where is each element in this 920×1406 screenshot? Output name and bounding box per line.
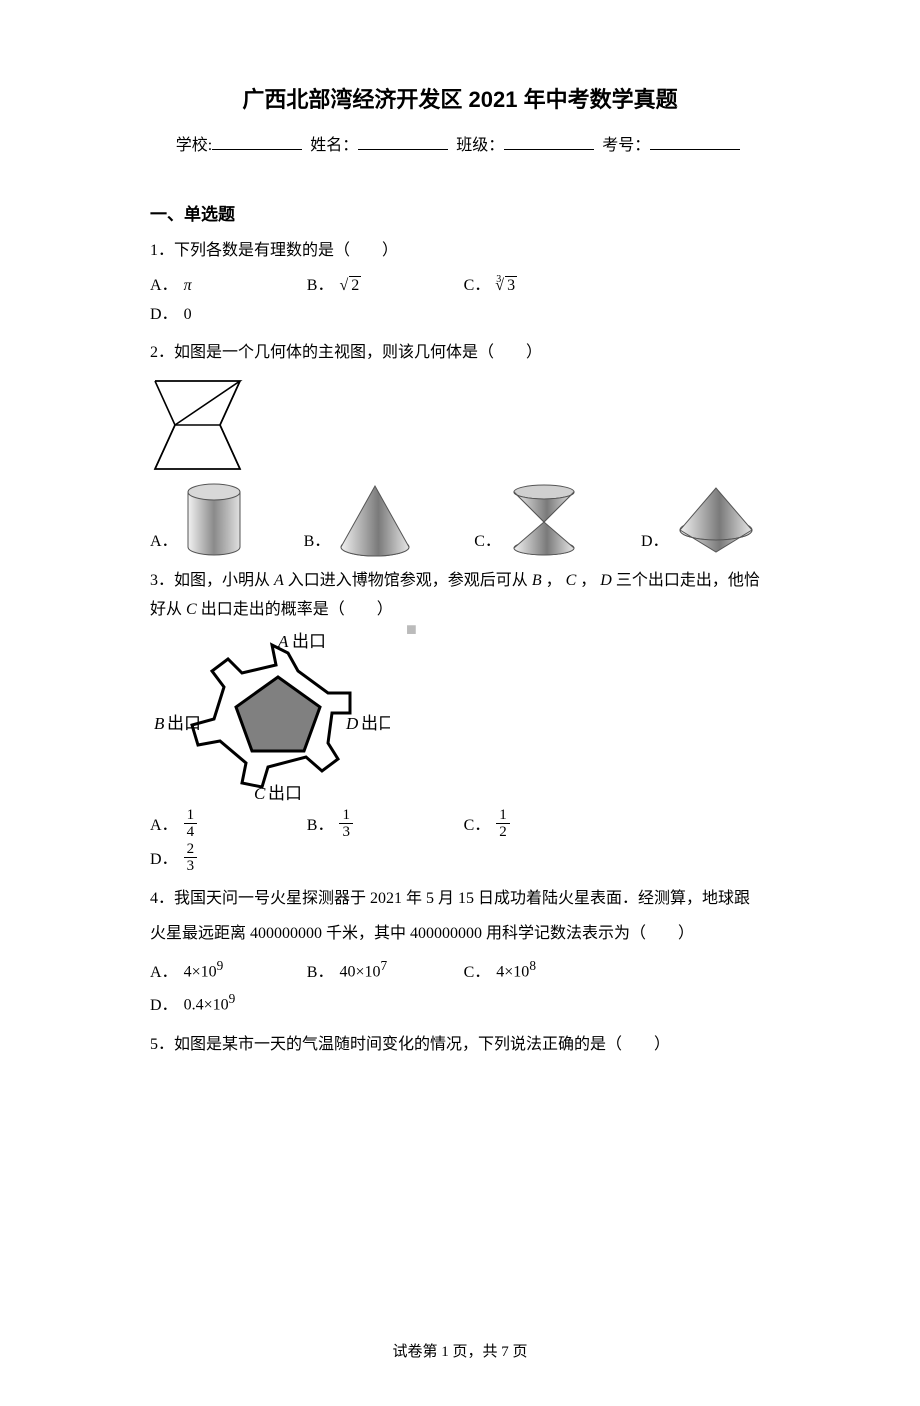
section-heading: 一、单选题: [150, 200, 770, 231]
sci-notation: 0.4×109: [184, 987, 236, 1020]
zero: 0: [184, 301, 192, 330]
q3-opt-c[interactable]: C． 12: [464, 807, 613, 841]
opt-label: A．: [150, 812, 178, 841]
text: 入口进入博物馆参观，参观后可从: [288, 572, 528, 589]
text: ，: [546, 572, 562, 589]
q3-options: A． 14 B． 13 C． 12 D． 23: [150, 807, 770, 875]
svg-text:B: B: [154, 714, 165, 733]
text: 3．如图，小明从: [150, 572, 270, 589]
page-footer: 试卷第 1 页，共 7 页: [150, 1339, 770, 1366]
q2-opt-d-label[interactable]: D．: [641, 528, 669, 557]
q4-stem-b: 火星最远距离 400000000 千米，其中 400000000 用科学记数法表…: [150, 920, 770, 949]
text: ，: [580, 572, 596, 589]
var-d: D: [600, 572, 612, 589]
cone-icon: [336, 482, 414, 557]
sci-notation: 4×109: [184, 954, 224, 987]
fraction-icon: 12: [496, 807, 510, 841]
name-blank[interactable]: [358, 133, 448, 150]
svg-text:C: C: [254, 784, 266, 801]
school-label: 学校:: [176, 137, 212, 154]
museum-map-icon: A 出口 B 出口 D 出口 C 出口: [150, 631, 390, 801]
q3-opt-a[interactable]: A． 14: [150, 807, 299, 841]
var-b: B: [532, 572, 542, 589]
text: 出口走出的概率是（ ）: [201, 601, 393, 618]
q2-opt-a-label[interactable]: A．: [150, 528, 178, 557]
cbrt-3: 3√3: [496, 272, 517, 301]
opt-label: D．: [150, 301, 178, 330]
sci-notation: 40×107: [339, 954, 387, 987]
sqrt-2: √2: [339, 272, 361, 301]
q4-opt-b[interactable]: B． 40×107: [307, 954, 456, 987]
opt-label: D．: [150, 846, 178, 875]
school-blank[interactable]: [212, 133, 302, 150]
var-c2: C: [186, 601, 197, 618]
fraction-icon: 13: [339, 807, 353, 841]
svg-text:A: A: [277, 632, 289, 651]
q2-opt-b-label[interactable]: B．: [304, 528, 331, 557]
q2-options: A． B． C． D．: [150, 482, 770, 557]
var-a: A: [274, 572, 284, 589]
q3-opt-d[interactable]: D． 23: [150, 841, 299, 875]
q4-opt-d[interactable]: D． 0.4×109: [150, 987, 299, 1020]
svg-text:出口: 出口: [361, 714, 390, 733]
text: 好从: [150, 601, 182, 618]
opt-label: D．: [150, 992, 178, 1021]
opt-label: A．: [150, 272, 178, 301]
cylinder-icon: [184, 482, 244, 557]
name-label: 姓名：: [310, 137, 358, 154]
q3-figure: A 出口 B 出口 D 出口 C 出口: [150, 631, 770, 801]
svg-text:D: D: [345, 714, 359, 733]
q3-stem: 3．如图，小明从 A 入口进入博物馆参观，参观后可从 B ， C ， D 三个出…: [150, 567, 770, 625]
q5-stem: 5．如图是某市一天的气温随时间变化的情况，下列说法正确的是（ ）: [150, 1031, 770, 1060]
class-label: 班级：: [456, 137, 504, 154]
examno-label: 考号：: [602, 137, 650, 154]
q1-stem: 1．下列各数是有理数的是（ ）: [150, 237, 770, 266]
opt-label: A．: [150, 959, 178, 988]
examno-blank[interactable]: [650, 133, 740, 150]
var-c: C: [566, 572, 577, 589]
q3-opt-b[interactable]: B． 13: [307, 807, 456, 841]
opt-label: B．: [307, 272, 334, 301]
svg-text:出口: 出口: [268, 784, 302, 801]
fraction-icon: 23: [184, 841, 198, 875]
q1-opt-c[interactable]: C． 3√3: [464, 272, 613, 301]
q4-opt-c[interactable]: C． 4×108: [464, 954, 613, 987]
q1-opt-a[interactable]: A． π: [150, 272, 299, 301]
q2-opt-c-label[interactable]: C．: [474, 528, 501, 557]
bicone-icon: [675, 482, 757, 557]
sci-notation: 4×108: [496, 954, 536, 987]
info-line: 学校: 姓名： 班级： 考号：: [150, 132, 770, 161]
opt-label: C．: [464, 272, 491, 301]
q1-opt-d[interactable]: D． 0: [150, 301, 299, 330]
pi-symbol: π: [184, 272, 192, 301]
q2-main-figure: [150, 376, 770, 474]
q2-stem: 2．如图是一个几何体的主视图，则该几何体是（ ）: [150, 339, 770, 368]
q1-options: A． π B． √2 C． 3√3 D． 0: [150, 272, 770, 330]
hourglass-3d-icon: [507, 482, 581, 557]
q4-options: A． 4×109 B． 40×107 C． 4×108 D． 0.4×109: [150, 954, 770, 1020]
opt-label: C．: [464, 959, 491, 988]
opt-label: C．: [464, 812, 491, 841]
opt-label: B．: [307, 812, 334, 841]
page-title: 广西北部湾经济开发区 2021 年中考数学真题: [150, 80, 770, 120]
opt-label: B．: [307, 959, 334, 988]
q1-opt-b[interactable]: B． √2: [307, 272, 456, 301]
svg-text:出口: 出口: [167, 714, 201, 733]
svg-text:出口: 出口: [292, 632, 326, 651]
hourglass-outline-icon: [150, 376, 245, 474]
q4-stem-a: 4．我国天问一号火星探测器于 2021 年 5 月 15 日成功着陆火星表面．经…: [150, 885, 770, 914]
q4-opt-a[interactable]: A． 4×109: [150, 954, 299, 987]
class-blank[interactable]: [504, 133, 594, 150]
text: 三个出口走出，他恰: [616, 572, 760, 589]
fraction-icon: 14: [184, 807, 198, 841]
